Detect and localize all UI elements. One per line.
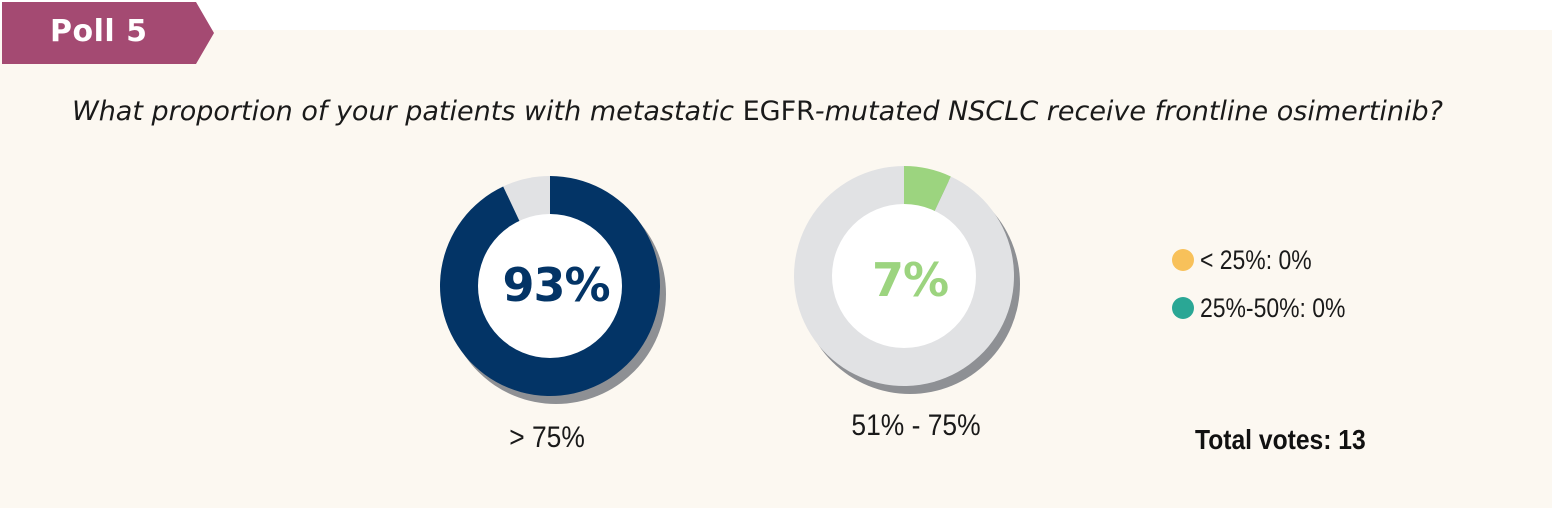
legend: < 25%: 0% 25%-50%: 0% <box>1172 236 1371 332</box>
legend-text-lt25: < 25%: 0% <box>1200 244 1312 275</box>
legend-item-25-50: 25%-50%: 0% <box>1172 284 1371 332</box>
total-votes: Total votes: 13 <box>1195 424 1366 455</box>
legend-dot-icon <box>1172 297 1194 319</box>
donut-percent-51-75: 7% <box>871 253 949 307</box>
category-label-gt75: > 75% <box>509 421 585 454</box>
donut-percent-gt75: 93% <box>502 258 610 312</box>
poll-tag-shape <box>2 2 214 64</box>
donut-chart-51-75 <box>794 166 1020 394</box>
poll-question: What proportion of your patients with me… <box>72 96 1512 127</box>
poll-title: Poll 5 <box>50 14 148 49</box>
legend-item-lt25: < 25%: 0% <box>1172 236 1371 284</box>
legend-text-25-50: 25%-50%: 0% <box>1200 292 1346 323</box>
question-part-2: -mutated NSCLC receive frontline osimert… <box>814 96 1444 127</box>
poll-panel <box>0 30 1552 508</box>
donut-hole <box>478 214 622 358</box>
donut-chart-gt75 <box>440 176 666 404</box>
question-part-1: What proportion of your patients with me… <box>72 96 743 127</box>
poll-tag: Poll 5 <box>2 2 214 64</box>
category-label-51-75: 51% - 75% <box>851 409 981 442</box>
donut-hole <box>832 204 976 348</box>
legend-dot-icon <box>1172 249 1194 271</box>
question-gene: EGFR <box>742 96 815 127</box>
